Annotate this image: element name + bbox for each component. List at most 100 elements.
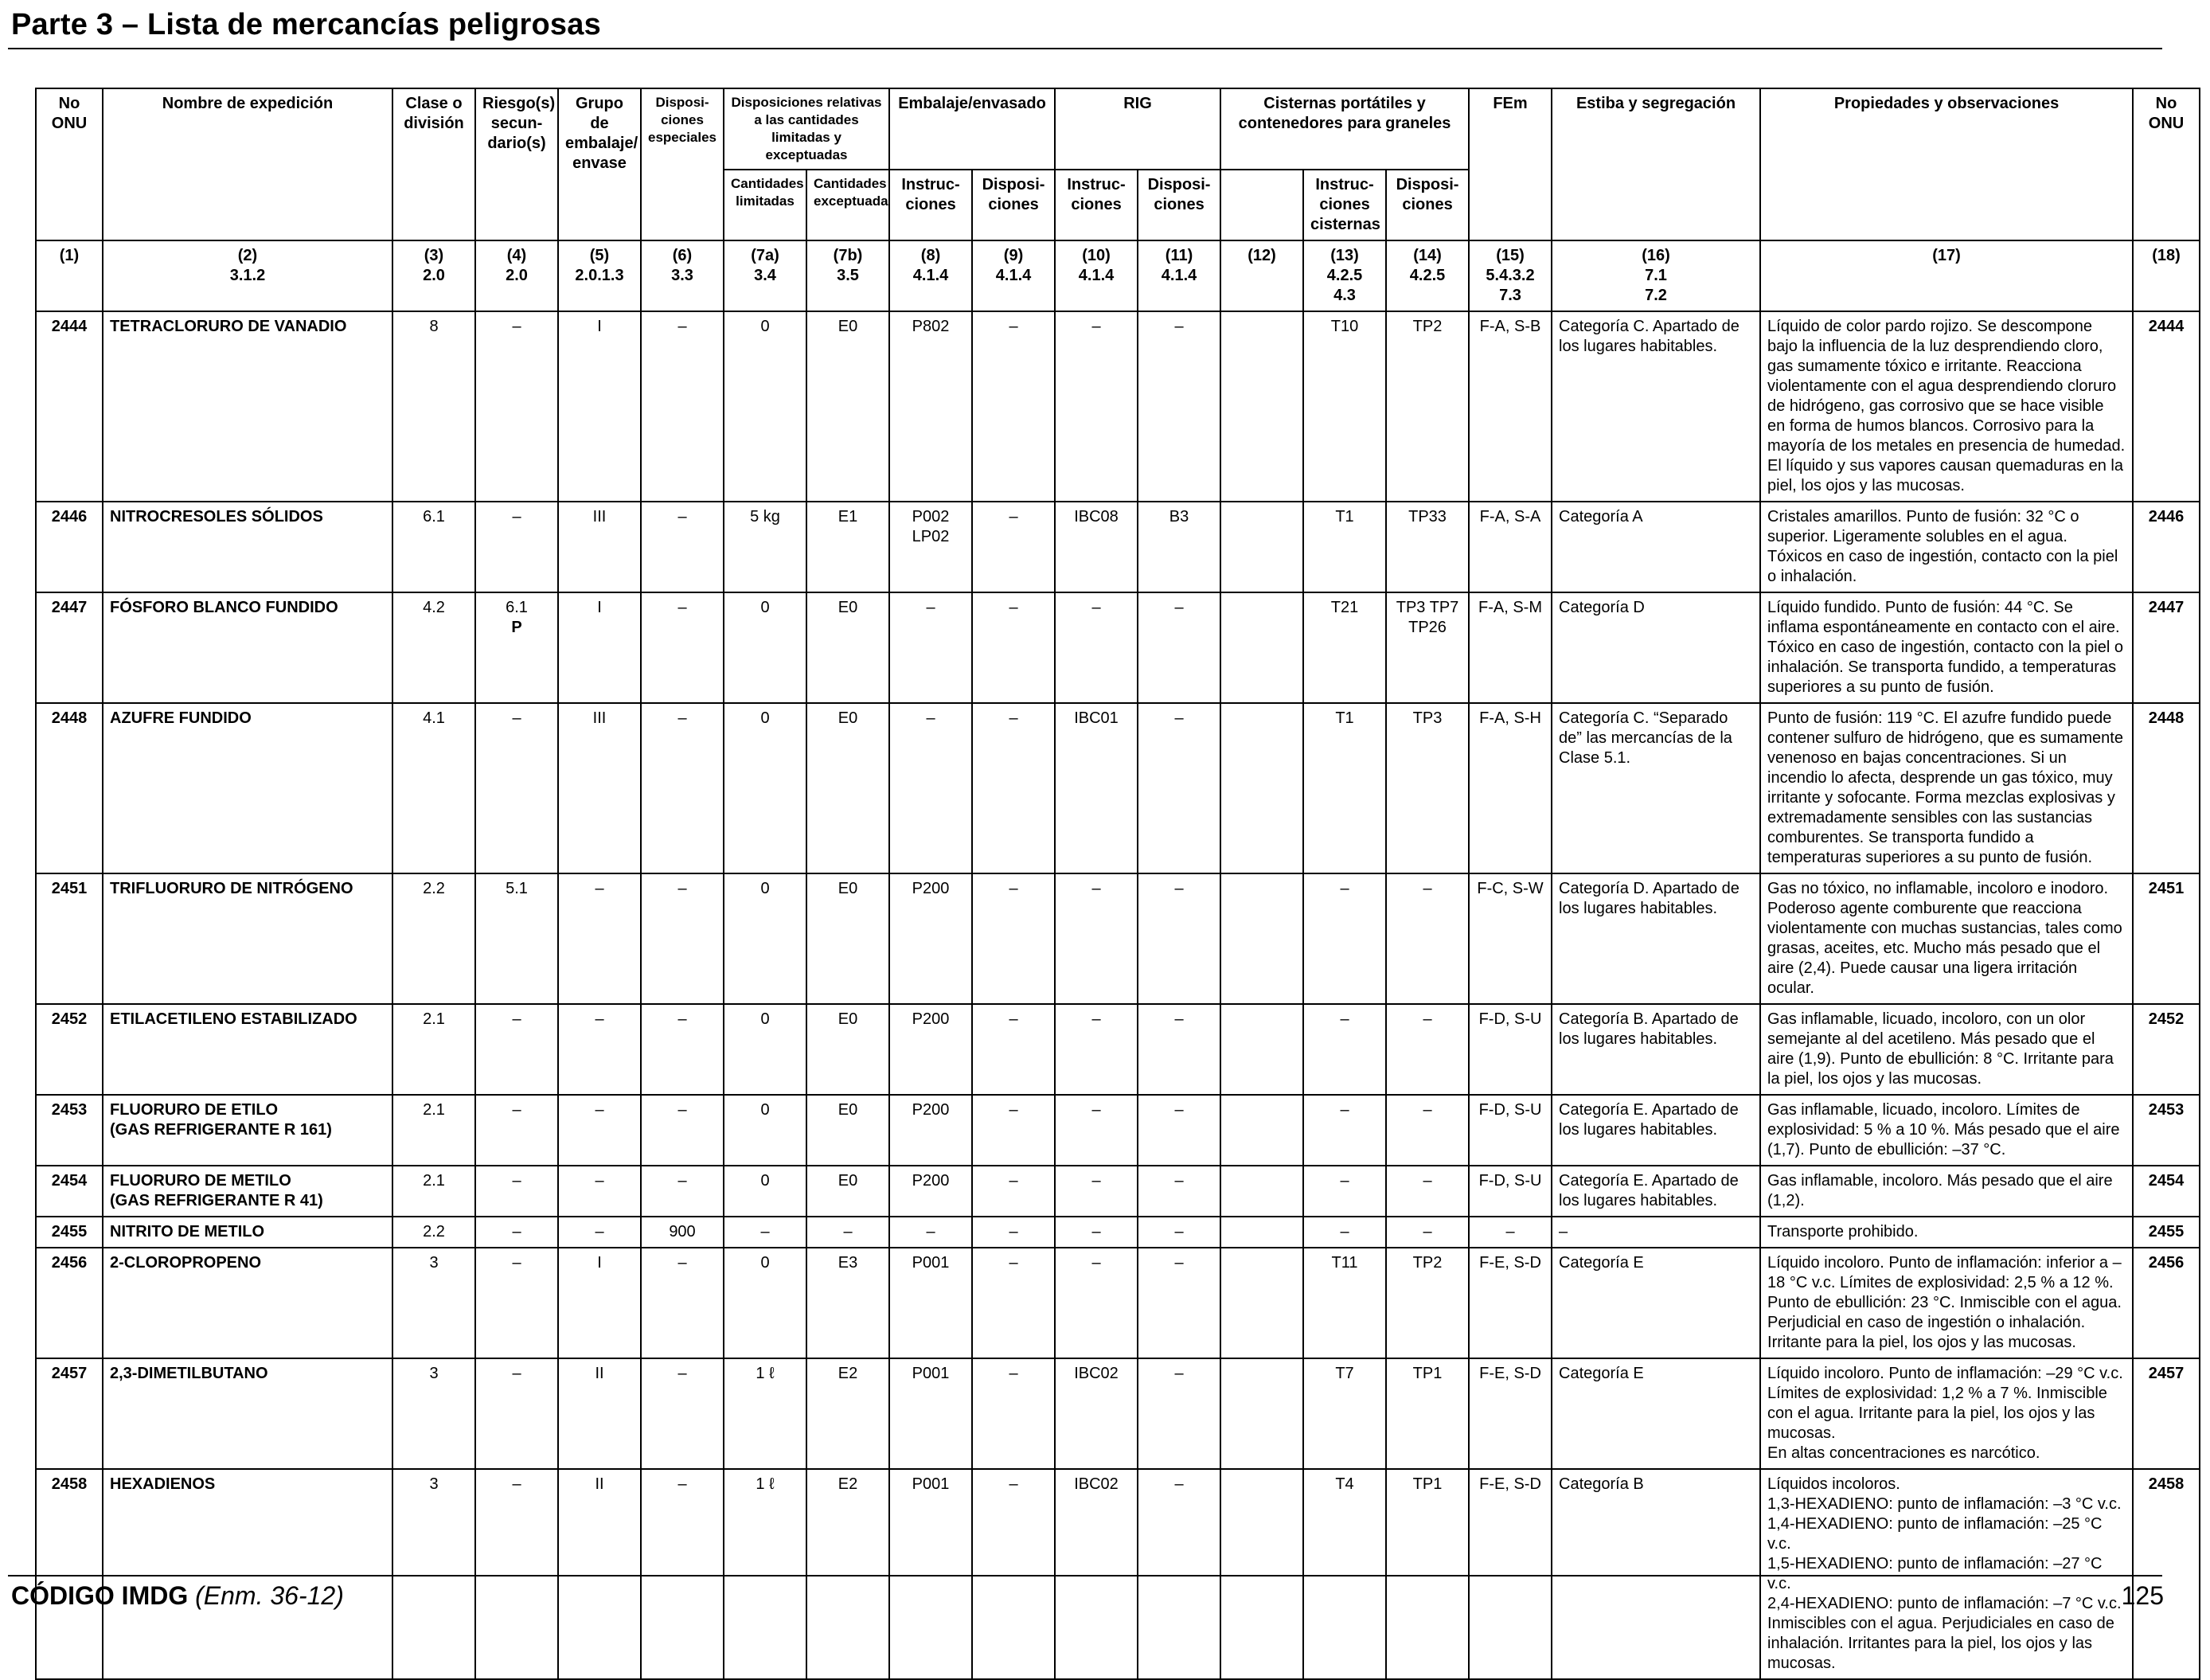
packing-instr-cell: P001 bbox=[888, 1247, 974, 1359]
col-12-cell bbox=[1220, 501, 1305, 593]
header-packing-instr: Instruc-ciones bbox=[888, 169, 974, 241]
special-provisions-cell: – bbox=[640, 1165, 724, 1217]
limited-qty-cell-text: 0 bbox=[760, 1172, 770, 1190]
subsidiary-cell: – bbox=[474, 1216, 559, 1248]
packing-group-cell-text: – bbox=[595, 880, 604, 897]
excepted-qty-cell-text: E0 bbox=[838, 599, 858, 616]
un-right-cell: 2454 bbox=[2132, 1165, 2201, 1217]
excepted-qty-cell: E3 bbox=[805, 1247, 891, 1359]
class-cell-text: 2.2 bbox=[423, 1223, 445, 1240]
table-row: 2444 TETRACLORURO DE VANADIO 8 – I – 0 E0 P802 – –… bbox=[35, 311, 2201, 502]
subsidiary-cell: 5.1 bbox=[474, 873, 559, 1005]
ibc-prov-cell-text: – bbox=[1174, 1475, 1184, 1493]
ibc-instr-cell: IBC02 bbox=[1054, 1358, 1139, 1470]
excepted-qty-cell-text: E3 bbox=[838, 1254, 858, 1272]
page-title: Parte 3 – Lista de mercancías peligrosas bbox=[11, 8, 601, 41]
col-12-cell bbox=[1220, 592, 1305, 704]
column-ref: (4) 2.0 bbox=[474, 240, 559, 312]
table-row: 2456 2-CLOROPROPENO 3 – I – 0 E3 P001 – – – T11 TP2 F-… bbox=[35, 1247, 2201, 1359]
name-cell-text: NITRITO DE METILO bbox=[110, 1223, 265, 1240]
stowage-cell-text: Categoría C. Apartado de los lugares hab… bbox=[1559, 318, 1739, 355]
packing-prov-cell: – bbox=[971, 311, 1056, 502]
header-packing-prov: Disposi-ciones bbox=[971, 169, 1056, 241]
class-cell-text: 2.1 bbox=[423, 1172, 445, 1190]
header-properties: Propiedades y observaciones bbox=[1759, 88, 2134, 241]
properties-cell: Líquidos incoloros. 1,3-HEXADIENO: punto … bbox=[1759, 1468, 2134, 1680]
subsidiary-cell-text: – bbox=[512, 1101, 521, 1119]
properties-cell-text: Inmiscibles con el agua. Perjudiciales e… bbox=[1767, 1615, 2114, 1672]
packing-group-cell-text: – bbox=[595, 1101, 604, 1119]
tank-instr-cell-text: T21 bbox=[1330, 599, 1359, 616]
packing-prov-cell: – bbox=[971, 1094, 1056, 1166]
subsidiary-cell: – bbox=[474, 311, 559, 502]
packing-instr-cell-text: – bbox=[926, 599, 935, 616]
ems-cell-text: F-E, S-D bbox=[1479, 1254, 1541, 1272]
class-cell-text: 2.2 bbox=[423, 880, 445, 897]
subsidiary-cell: – bbox=[474, 702, 559, 874]
un-cell-text: 2456 bbox=[51, 1254, 88, 1272]
tank-instr-cell: T21 bbox=[1302, 592, 1388, 704]
column-ref-line: (15) bbox=[1496, 247, 1525, 264]
header-special-provisions: Disposi-ciones especiales bbox=[640, 88, 724, 241]
tank-prov-cell-text: – bbox=[1423, 1010, 1432, 1028]
tank-instr-cell-text: T7 bbox=[1335, 1365, 1354, 1382]
un-right-cell-text: 2457 bbox=[2148, 1365, 2185, 1382]
ibc-prov-cell: – bbox=[1137, 1165, 1222, 1217]
col-12-cell bbox=[1220, 311, 1305, 502]
column-ref-line: (4) bbox=[506, 247, 527, 264]
packing-group-cell-text: I bbox=[597, 318, 602, 335]
ems-cell: F-E, S-D bbox=[1468, 1358, 1553, 1470]
special-provisions-cell: – bbox=[640, 1358, 724, 1470]
packing-prov-cell-text: – bbox=[1009, 318, 1018, 335]
properties-cell-text: Cristales amarillos. Punto de fusión: 32… bbox=[1767, 508, 2118, 585]
packing-prov-cell-text: – bbox=[1009, 880, 1018, 897]
col-12-cell bbox=[1220, 1247, 1305, 1359]
column-ref-line: 7.3 bbox=[1499, 287, 1521, 304]
un-right-cell-text: 2451 bbox=[2148, 880, 2185, 897]
header-limited-excepted: Disposiciones relativas a las cantidades… bbox=[722, 88, 891, 170]
ibc-prov-cell-text: – bbox=[1174, 1254, 1184, 1272]
excepted-qty-cell: E0 bbox=[805, 873, 891, 1005]
stowage-cell: – bbox=[1551, 1216, 1762, 1248]
tank-prov-cell-text: TP1 bbox=[1412, 1365, 1443, 1382]
subsidiary-cell-text: – bbox=[512, 508, 521, 525]
tank-prov-cell-text: TP33 bbox=[1408, 508, 1447, 525]
name-cell: NITRITO DE METILO bbox=[102, 1216, 393, 1248]
tank-prov-cell-text: TP2 bbox=[1412, 1254, 1443, 1272]
column-ref-line: 3.1.2 bbox=[229, 267, 266, 284]
class-cell: 3 bbox=[392, 1468, 476, 1680]
un-cell-text: 2457 bbox=[51, 1365, 88, 1382]
special-provisions-cell-text: – bbox=[677, 880, 687, 897]
packing-prov-cell-text: – bbox=[1009, 1223, 1018, 1240]
packing-group-cell: I bbox=[557, 592, 642, 704]
column-ref: (18) bbox=[2132, 240, 2201, 312]
name-cell-text: (GAS REFRIGERANTE R 161) bbox=[110, 1121, 332, 1139]
col-12-cell bbox=[1220, 1468, 1305, 1680]
ibc-prov-cell: – bbox=[1137, 1094, 1222, 1166]
un-right-cell: 2446 bbox=[2132, 501, 2201, 593]
table-body: 2444 TETRACLORURO DE VANADIO 8 – I – 0 E0 P802 – –… bbox=[35, 311, 2201, 1680]
un-cell-text: 2451 bbox=[51, 880, 88, 897]
limited-qty-cell: – bbox=[723, 1216, 807, 1248]
subsidiary-cell-text: 6.1 bbox=[506, 599, 528, 616]
properties-cell: Punto de fusión: 119 °C. El azufre fundi… bbox=[1759, 702, 2134, 874]
packing-group-cell: – bbox=[557, 1165, 642, 1217]
excepted-qty-cell: E2 bbox=[805, 1468, 891, 1680]
packing-instr-cell: – bbox=[888, 592, 974, 704]
un-cell: 2447 bbox=[35, 592, 103, 704]
tank-instr-cell: T11 bbox=[1302, 1247, 1388, 1359]
name-cell: 2-CLOROPROPENO bbox=[102, 1247, 393, 1359]
properties-cell: Gas inflamable, incoloro. Más pesado que… bbox=[1759, 1165, 2134, 1217]
stowage-cell: Categoría C. Apartado de los lugares hab… bbox=[1551, 311, 1762, 502]
class-cell-text: 2.1 bbox=[423, 1101, 445, 1119]
stowage-cell-text: Categoría D bbox=[1559, 599, 1645, 616]
tank-prov-cell-text: – bbox=[1423, 1223, 1432, 1240]
column-ref-line: 4.2.5 bbox=[1409, 267, 1446, 284]
tank-prov-cell: TP2 bbox=[1385, 311, 1470, 502]
ibc-instr-cell: – bbox=[1054, 311, 1139, 502]
column-ref-line: (12) bbox=[1248, 247, 1276, 264]
header-packing-group: Grupo de embalaje/ envase bbox=[557, 88, 642, 241]
packing-instr-cell: P200 bbox=[888, 1165, 974, 1217]
special-provisions-cell-text: – bbox=[677, 1172, 687, 1190]
special-provisions-cell: – bbox=[640, 1094, 724, 1166]
